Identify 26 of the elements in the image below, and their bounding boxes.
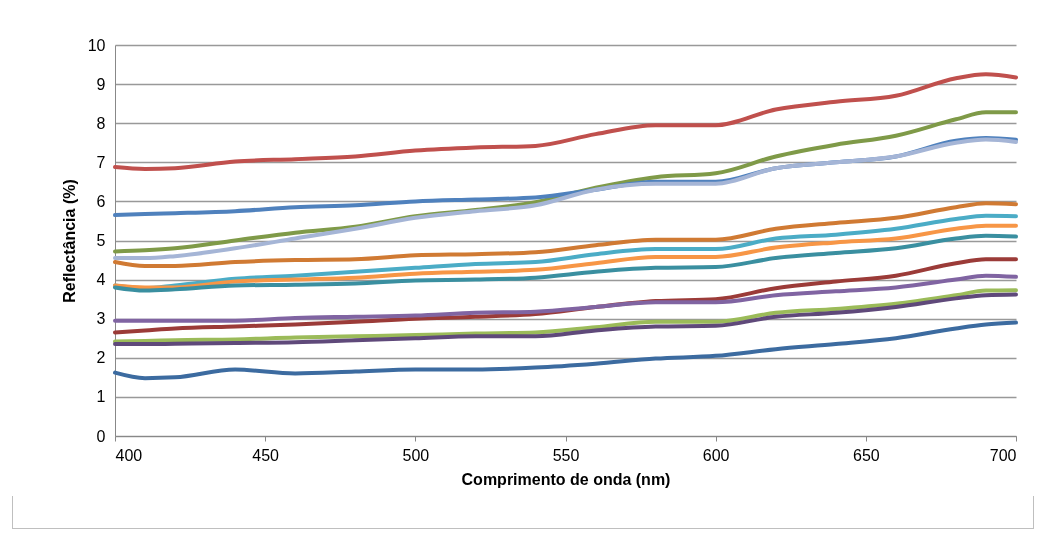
y-tick-label: 1 (96, 388, 106, 406)
y-tick-label: 4 (96, 271, 106, 289)
line-series (113, 201, 1018, 268)
y-tick-label: 7 (96, 153, 106, 171)
y-tick-label: 10 (87, 36, 106, 54)
line-series (113, 137, 1018, 261)
x-tick-label: 550 (552, 446, 580, 464)
x-axis-title: Comprimento de onda (nm) (461, 470, 671, 488)
x-tick-label: 700 (989, 446, 1017, 464)
x-tick-label: 450 (252, 446, 280, 464)
y-tick-label: 0 (96, 427, 106, 445)
y-tick-label: 2 (96, 349, 106, 367)
y-tick-label: 5 (96, 232, 106, 249)
y-tick-label: 3 (96, 310, 106, 328)
x-tick-label: 400 (115, 446, 143, 464)
x-tick-label: 650 (852, 446, 880, 464)
y-tick-label: 6 (96, 192, 106, 210)
line-series (113, 273, 1018, 323)
y-axis-title: Reflectância (%) (60, 179, 78, 303)
line-series (113, 233, 1018, 293)
y-tick-label: 9 (96, 75, 106, 93)
y-tick-label: 8 (96, 114, 106, 132)
line-series (113, 320, 1018, 381)
line-series (113, 72, 1018, 171)
x-tick-label: 500 (402, 446, 430, 464)
x-tick-label: 600 (702, 446, 730, 464)
